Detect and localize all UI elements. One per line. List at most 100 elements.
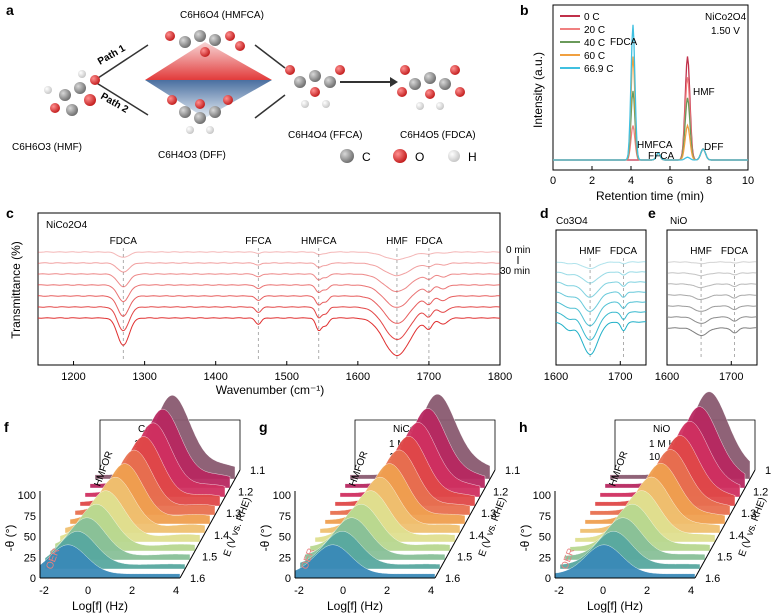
bode-g-ztick: 1.6 — [445, 573, 460, 585]
bode-g-ztick: 1.2 — [493, 487, 508, 499]
bode-g-ztick: 1.1 — [505, 465, 520, 477]
bode-h-xtick: 0 — [600, 585, 606, 597]
chart-b-series — [553, 24, 748, 161]
path1-label: Path 1 — [96, 43, 128, 68]
arrow-head-fdca — [390, 77, 398, 87]
chart-c-band-label: HMFCA — [301, 236, 337, 247]
bode-h-xtick: 2 — [644, 585, 650, 597]
bode-f-ztick: 1.3 — [226, 508, 241, 520]
chart-d-band-label: HMF — [579, 246, 601, 257]
arrow-path2 — [94, 81, 149, 116]
bode-g-layer — [294, 544, 436, 579]
bode-f-xtick: 4 — [173, 585, 179, 597]
fdca-formula: C6H4O5 (FDCA) — [400, 130, 476, 141]
chart-b-peak-label: DFF — [704, 142, 723, 153]
chart-c-tick-label: 1800 — [488, 371, 512, 383]
chart-d-series — [555, 261, 647, 355]
bode-h-ylabel: -θ (°) — [518, 525, 532, 552]
hmfca-formula: C6H6O4 (HMFCA) — [180, 10, 264, 21]
bode-h-xtick: -2 — [554, 585, 564, 597]
chart-b-legend-label: 40 C — [584, 38, 605, 49]
chart-c-xticks: 1200 1300 1400 1500 1600 1700 1800 — [61, 361, 512, 383]
chart-d-spectrum — [556, 301, 647, 327]
bode-h-back-wall — [614, 419, 756, 470]
hmf-formula: C6H6O3 (HMF) — [12, 142, 82, 153]
bode-f-zlabel: E (V vs. RHE) — [222, 496, 254, 558]
bode-g-ytick: 25 — [279, 552, 291, 564]
chart-b-legend-label: 20 C — [584, 25, 605, 36]
bode-f-ztick: 1.1 — [250, 465, 265, 477]
bode-h-ztick: 1.3 — [741, 508, 756, 520]
chart-e-spectrum — [667, 305, 758, 312]
chart-d-frame — [555, 229, 647, 366]
bode-f-ytick: 75 — [24, 511, 36, 523]
bode-f-ytick: 0 — [30, 573, 36, 585]
bode-g-xtick: 2 — [384, 585, 390, 597]
path2-triangle — [145, 80, 272, 118]
panel-a-label: a — [6, 2, 14, 18]
ffca-formula: C6H4O4 (FFCA) — [288, 130, 362, 141]
chart-e-spectrum — [667, 294, 757, 300]
chart-c-tick-label: 1600 — [346, 371, 370, 383]
bode-f-ytick: 25 — [24, 552, 36, 564]
chart-e-spectrum — [667, 272, 757, 277]
legend-c: C — [362, 150, 371, 164]
bode-f-xlabel: Log[f] (Hz) — [72, 599, 128, 613]
chart-c-tick-label: 1300 — [132, 371, 156, 383]
chart-b-tick-label: 2 — [589, 175, 595, 187]
chart-b-peak-label: HMFCA — [637, 140, 673, 151]
chart-b-legend-label: 60 C — [584, 51, 605, 62]
bode-g-z-axis — [434, 469, 496, 579]
panel-e-label: e — [648, 205, 656, 221]
bode-h-ytick: 50 — [539, 532, 551, 544]
chart-d-catalyst: Co3O4 — [556, 216, 588, 227]
chart-d-tick-label: 1600 — [544, 371, 568, 383]
chart-d-xticks: 1600 1700 — [544, 361, 633, 383]
bode-h-catalyst: NiO — [653, 424, 670, 435]
bode-g-ytick: 75 — [279, 511, 291, 523]
oxygen-atom-icon — [393, 149, 407, 163]
carbon-atom-icon — [340, 149, 354, 163]
panel-a: a C6H6O3 (HMF) C6H6O4 (HMFCA) C6H4O3 (DF… — [6, 2, 477, 164]
molecule-hmfca — [165, 30, 245, 57]
panel-g: gNiCo2O41 M KOH10 mM HMF-202402550751001… — [258, 393, 520, 613]
bode-f-ztick: 1.6 — [190, 573, 205, 585]
bode-h-xlabel: Log[f] (Hz) — [587, 599, 643, 613]
panel-d-label: d — [540, 205, 549, 221]
chart-b-peak-label: FFCA — [648, 151, 674, 162]
molecule-hmf — [44, 70, 100, 116]
bode-h-hmfor-label: HMFOR — [607, 450, 630, 488]
chart-e-tick-label: 1600 — [655, 371, 679, 383]
panel-c-label: c — [6, 205, 14, 221]
chart-b-xticks: 0 2 4 6 8 10 — [550, 166, 754, 187]
bode-g-ztick: 1.5 — [457, 551, 472, 563]
chart-c-band-label: FDCA — [415, 236, 443, 247]
chart-b-series-line — [553, 24, 748, 161]
bode-h-ytick: 0 — [545, 573, 551, 585]
path1-triangle — [145, 42, 272, 80]
chart-b-tick-label: 4 — [628, 175, 634, 187]
chart-e-bands: HMF FDCA — [690, 246, 748, 359]
chart-c-spectrum — [37, 284, 501, 308]
chart-d-tick-label: 1700 — [608, 371, 632, 383]
bode-f-z-axis — [179, 469, 241, 579]
molecule-ffca — [285, 65, 345, 108]
panel-e: e NiO 1600 1700 HMF FDCA — [648, 205, 758, 383]
chart-c-time-start: 0 min — [506, 245, 530, 256]
bode-g-ytick: 50 — [279, 532, 291, 544]
bode-f-ytick: 100 — [18, 490, 36, 502]
bode-h-z-axis — [694, 469, 756, 579]
chart-d-spectrum — [556, 281, 646, 298]
chart-c-spectrum — [37, 306, 501, 341]
chart-e-spectrum — [667, 316, 757, 324]
chart-c-spectrum — [37, 251, 501, 261]
chart-d-band-label: FDCA — [610, 246, 638, 257]
chart-c-band-label: FFCA — [245, 236, 271, 247]
panel-b: b Intensity (a.u.) Retention time (min) … — [520, 2, 754, 203]
chart-e-spectrum — [667, 261, 757, 265]
chart-b-tick-label: 8 — [706, 175, 712, 187]
bode-g-xtick: 4 — [428, 585, 434, 597]
